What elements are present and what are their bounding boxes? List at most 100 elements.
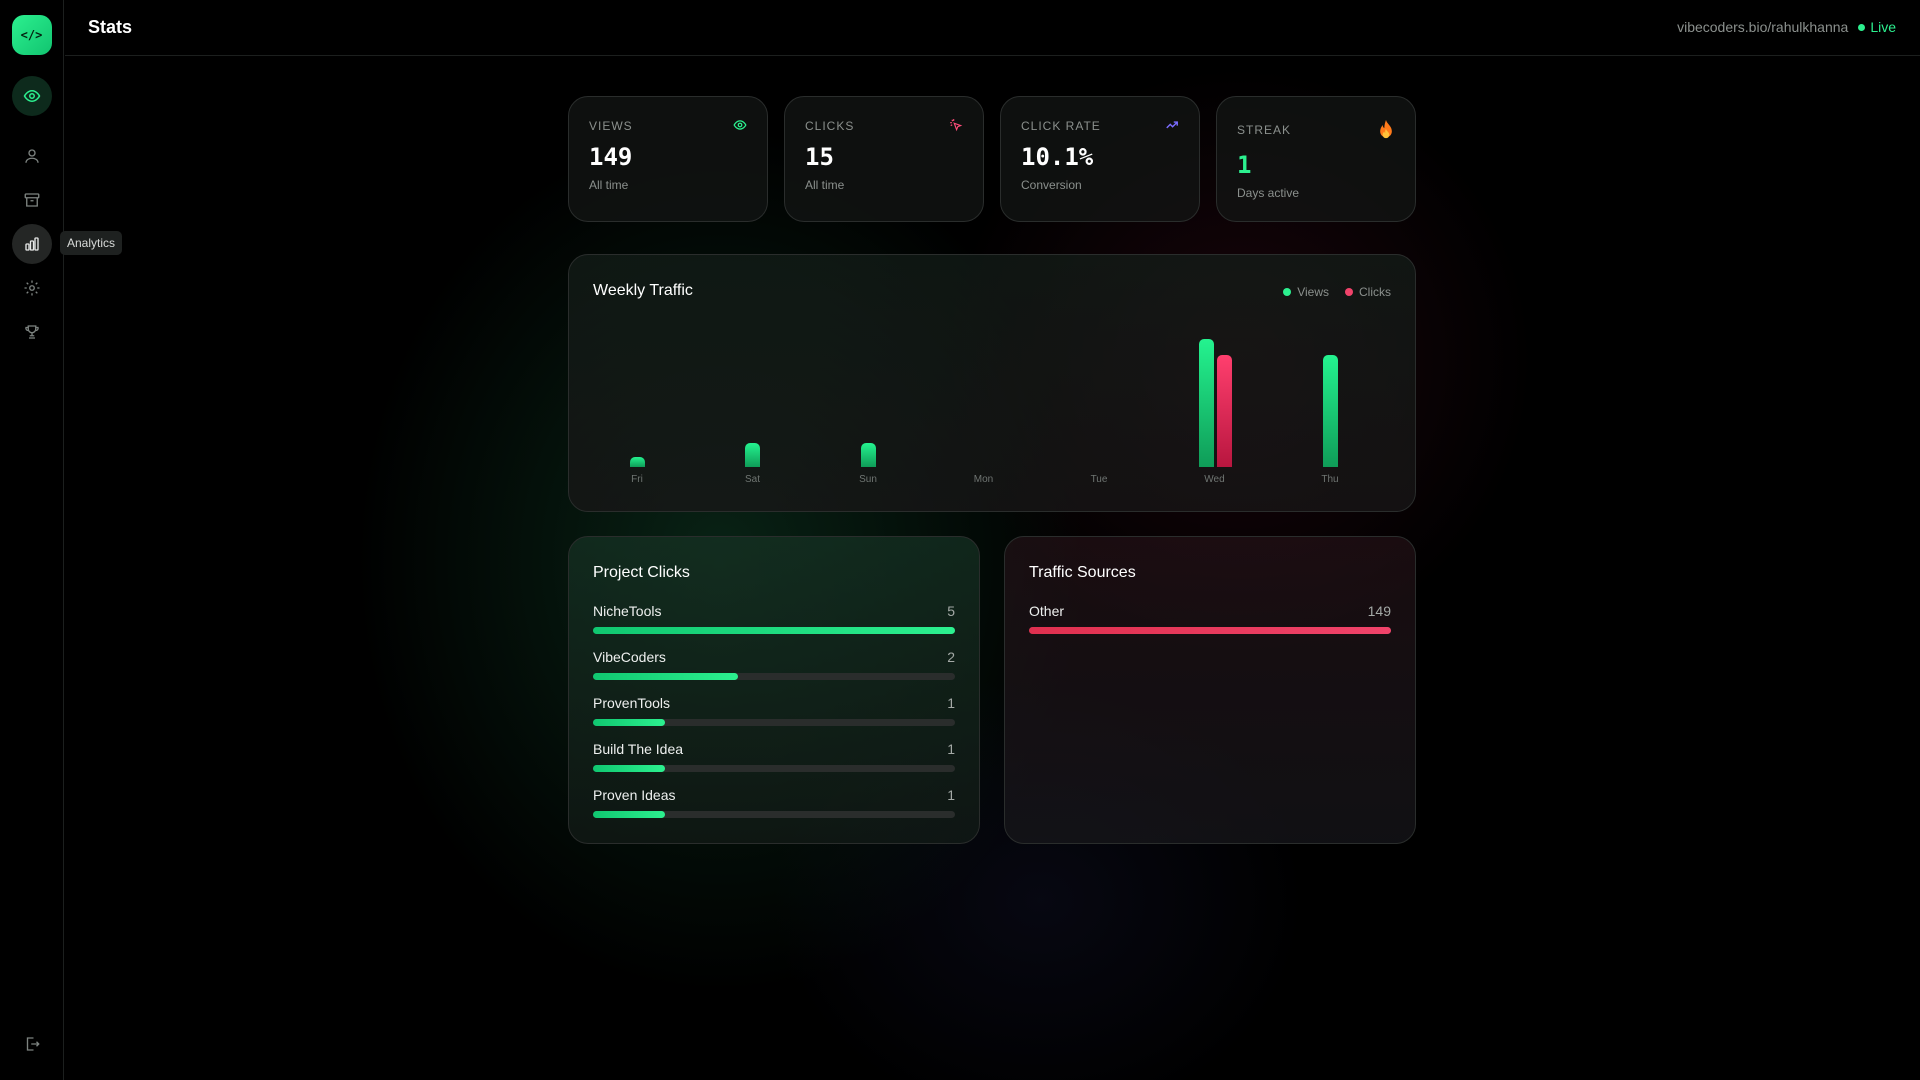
stat-sublabel: Days active <box>1237 186 1300 200</box>
stat-value: 1 <box>1237 151 1252 179</box>
eye-icon <box>733 120 747 130</box>
views-bar-thu[interactable] <box>1322 355 1338 467</box>
stat-sublabel: Conversion <box>1021 178 1082 192</box>
trending-up-icon <box>1166 121 1178 129</box>
fire-icon <box>1380 119 1392 139</box>
views-bar-sat[interactable] <box>745 443 760 467</box>
progress-fill <box>593 627 955 634</box>
progress-track <box>593 811 955 818</box>
list-item[interactable]: VibeCoders 2 <box>593 649 955 689</box>
item-name: ProvenTools <box>593 695 671 711</box>
item-count: 1 <box>947 787 955 803</box>
legend-dot-clicks <box>1345 288 1353 296</box>
x-tick-label: Tue <box>1090 474 1108 485</box>
streak-stat-card: STREAK 1 Days active <box>1216 96 1416 222</box>
header-right: vibecoders.bio/rahulkhanna Live <box>1677 19 1896 35</box>
item-name: Proven Ideas <box>593 787 676 803</box>
x-tick-label: Thu <box>1321 474 1339 485</box>
progress-fill <box>593 673 738 680</box>
chart-legend: Views Clicks <box>1283 285 1391 299</box>
progress-fill <box>593 765 666 772</box>
sidebar-item-profile[interactable] <box>12 136 52 176</box>
item-name: NicheTools <box>593 603 662 619</box>
live-dot-icon <box>1858 23 1866 31</box>
x-tick-label: Sun <box>859 474 877 485</box>
user-icon <box>25 149 39 163</box>
item-count: 5 <box>947 603 955 619</box>
stat-value: 149 <box>589 143 633 171</box>
progress-track <box>1029 627 1391 634</box>
app-logo[interactable]: </> <box>11 15 52 55</box>
item-count: 2 <box>947 649 955 665</box>
stat-label: CLICK RATE <box>1021 119 1101 133</box>
progress-fill <box>1029 627 1391 634</box>
stat-label: VIEWS <box>589 119 633 133</box>
weekly-traffic-chart: Fri Sat Sun Mon Tue Wed Thu <box>569 255 1417 513</box>
project-clicks-title: Project Clicks <box>593 564 690 581</box>
sidebar: </> <box>0 0 64 1080</box>
page-title: Stats <box>88 17 133 37</box>
item-count: 1 <box>947 695 955 711</box>
stat-value: 15 <box>805 143 834 171</box>
progress-fill <box>593 811 666 818</box>
click-rate-stat-card: CLICK RATE 10.1% Conversion <box>1000 96 1200 222</box>
x-tick-label: Fri <box>631 474 643 485</box>
sidebar-item-analytics[interactable] <box>12 224 52 264</box>
weekly-traffic-card: Fri Sat Sun Mon Tue Wed Thu Weekly Traffic Vie… <box>568 254 1416 512</box>
stat-value: 10.1% <box>1021 143 1094 171</box>
eye-icon <box>23 89 41 103</box>
project-clicks-card: Project Clicks NicheTools 5 VibeCoders 2 Pro… <box>568 536 980 844</box>
logout-icon[interactable] <box>23 1035 41 1053</box>
sidebar-item-projects[interactable] <box>12 180 52 220</box>
legend-views: Views <box>1283 285 1329 299</box>
bar-chart-icon <box>25 237 39 251</box>
stat-label: STREAK <box>1237 123 1292 137</box>
progress-track <box>593 765 955 772</box>
views-bar-sun[interactable] <box>860 443 876 467</box>
list-item[interactable]: Proven Ideas 1 <box>593 787 955 827</box>
views-bar-fri[interactable] <box>629 457 645 467</box>
progress-fill <box>593 719 666 726</box>
item-name: Other <box>1029 603 1065 619</box>
stat-sublabel: All time <box>589 178 629 192</box>
stat-sublabel: All time <box>805 178 845 192</box>
cursor-click-icon <box>950 119 963 132</box>
stat-label: CLICKS <box>805 119 855 133</box>
item-name: VibeCoders <box>593 649 666 665</box>
profile-url-link[interactable]: vibecoders.bio/rahulkhanna <box>1677 19 1849 35</box>
traffic-sources-title: Traffic Sources <box>1029 564 1136 581</box>
top-header: Stats vibecoders.bio/rahulkhanna Live <box>65 0 1920 56</box>
item-name: Build The Idea <box>593 741 684 757</box>
analytics-tooltip: Analytics <box>60 231 123 255</box>
gear-icon <box>24 280 40 296</box>
progress-track <box>593 673 955 680</box>
legend-label-clicks: Clicks <box>1359 285 1391 299</box>
list-item[interactable]: ProvenTools 1 <box>593 695 955 735</box>
sidebar-item-settings[interactable] <box>12 268 52 308</box>
item-count: 149 <box>1367 603 1391 619</box>
x-tick-label: Sat <box>744 474 760 485</box>
sidebar-item-overview[interactable] <box>12 76 52 116</box>
live-label: Live <box>1870 19 1896 35</box>
clicks-stat-card: CLICKS 15 All time <box>784 96 984 222</box>
progress-track <box>593 627 955 634</box>
list-item[interactable]: NicheTools 5 <box>593 603 955 643</box>
progress-track <box>593 719 955 726</box>
traffic-sources-card: Traffic Sources Other 149 <box>1004 536 1416 844</box>
trophy-icon <box>25 325 39 339</box>
x-tick-label: Wed <box>1204 474 1225 485</box>
x-tick-label: Mon <box>973 474 994 485</box>
weekly-traffic-title: Weekly Traffic <box>593 282 693 299</box>
archive-icon <box>24 193 40 207</box>
legend-label-views: Views <box>1297 285 1329 299</box>
views-stat-card: VIEWS 149 All time <box>568 96 768 222</box>
live-status: Live <box>1858 19 1896 35</box>
clicks-bar-wed[interactable] <box>1216 355 1232 467</box>
sidebar-item-achievements[interactable] <box>12 312 52 352</box>
legend-dot-views <box>1283 288 1292 296</box>
views-bar-wed[interactable] <box>1198 339 1214 467</box>
item-count: 1 <box>947 741 955 757</box>
list-item[interactable]: Other 149 <box>1029 603 1391 643</box>
list-item[interactable]: Build The Idea 1 <box>593 741 955 781</box>
legend-clicks: Clicks <box>1345 285 1391 299</box>
